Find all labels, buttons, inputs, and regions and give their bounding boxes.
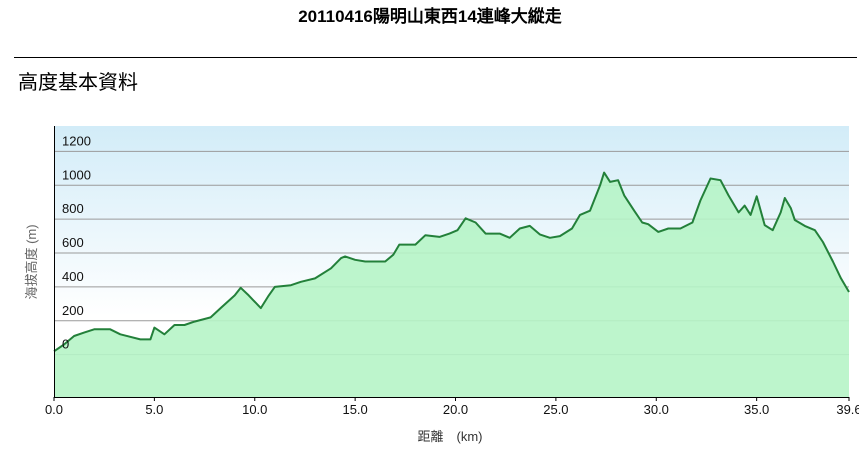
y-tick-label: 400 bbox=[62, 269, 84, 284]
y-tick-label: 1000 bbox=[62, 167, 91, 182]
x-tick-label: 5.0 bbox=[145, 402, 163, 417]
x-tick-label: 0.0 bbox=[45, 402, 63, 417]
ticks: 0 200 400 600 800 1000 1200 0.0 5.0 10.0 15.0 20.0 2… bbox=[45, 133, 859, 417]
y-tick-label: 200 bbox=[62, 303, 84, 318]
page-title: 20110416陽明山東西14連峰大縱走 bbox=[298, 6, 562, 26]
x-tick-label: 25.0 bbox=[543, 402, 568, 417]
elevation-line bbox=[53, 171, 850, 353]
x-tick-label: 10.0 bbox=[242, 402, 267, 417]
x-tick-label: 35.0 bbox=[744, 402, 769, 417]
y-tick-label: 1200 bbox=[62, 133, 91, 148]
y-tick-label: 600 bbox=[62, 235, 84, 250]
x-tick-label: 20.0 bbox=[443, 402, 468, 417]
x-tick-label: 15.0 bbox=[342, 402, 367, 417]
section-title: 高度基本資料 bbox=[18, 71, 138, 94]
y-tick-label: 0 bbox=[62, 337, 69, 352]
x-tick-label: 30.0 bbox=[644, 402, 669, 417]
x-axis-label: 距離 (km) bbox=[418, 429, 483, 444]
y-tick-label: 800 bbox=[62, 201, 84, 216]
marks bbox=[53, 171, 850, 397]
y-axis-label: 海拔高度 (m) bbox=[24, 224, 39, 299]
x-tick-label: 39.6 bbox=[836, 402, 859, 417]
elevation-area bbox=[54, 172, 849, 397]
